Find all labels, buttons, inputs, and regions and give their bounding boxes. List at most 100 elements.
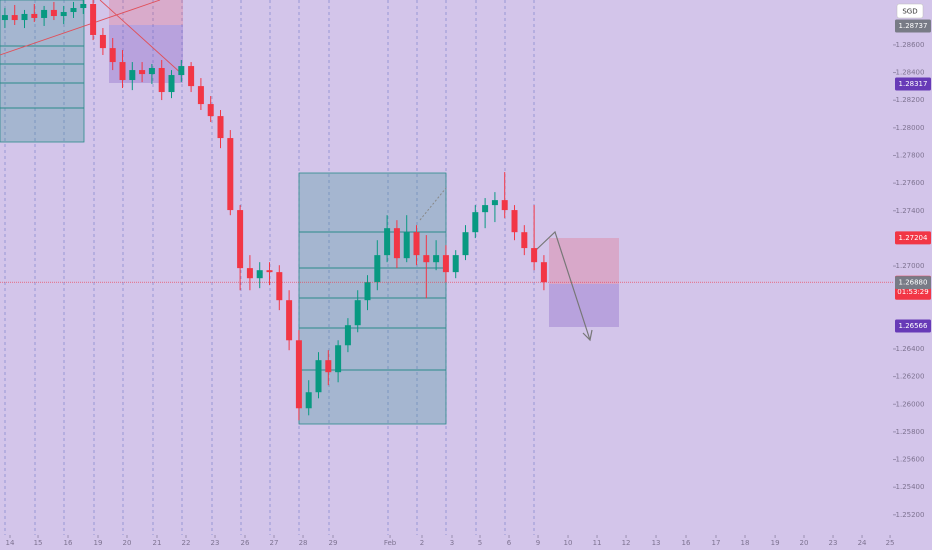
candle [207,96,214,123]
y-tick-label: 1.25200 [896,511,925,519]
candle [21,9,28,29]
candle [99,28,106,56]
candle [168,70,175,99]
candle [335,340,342,383]
candle-body [31,13,38,18]
candle-body [1,15,8,21]
candle-body [286,300,293,341]
candle [70,1,77,18]
candle [482,198,489,229]
x-tick-label: 9 [536,539,540,547]
candle [295,330,302,421]
x-tick-label: 11 [593,539,602,547]
x-tick-label: 27 [270,539,279,547]
candle-body [276,272,283,301]
y-tick-label: 1.28200 [896,96,925,104]
candle [521,225,528,256]
candle [139,62,146,83]
price-tag-label: 1.26880 [899,279,928,287]
x-tick-label: 17 [712,539,721,547]
candle [442,245,449,283]
candle-body [393,228,400,259]
candle [393,220,400,269]
candle [1,8,8,29]
candle [178,59,185,83]
price-tag [895,231,931,245]
price-axis [893,0,932,550]
candle [354,290,361,333]
y-tick-label: 1.28000 [896,124,925,132]
candle-body [227,138,234,211]
candle-body [403,232,410,259]
candle [491,192,498,223]
candle [540,255,547,291]
candle [50,1,57,21]
x-tick-label: 13 [652,539,661,547]
y-tick-label: 1.28400 [896,69,925,77]
candle-body [207,104,214,117]
candle-body [188,66,195,87]
candle-body [521,232,528,249]
candle-body [60,12,67,17]
candle-body [266,270,273,273]
candle-body [256,270,263,279]
candle-body [197,86,204,105]
candle [227,130,234,216]
candle [305,380,312,416]
x-tick-label: 29 [329,539,338,547]
y-tick-label: 1.25400 [896,483,925,491]
candle-body [325,360,332,373]
x-tick-label: 16 [64,539,73,547]
candle [384,215,391,263]
candle-body [168,75,175,93]
candle-body [50,9,57,17]
candle-body [423,255,430,263]
candle-body [462,232,469,256]
candle-body [384,228,391,256]
candle [462,225,469,261]
candle [60,5,67,25]
candle-body [511,210,518,233]
drawings [0,0,619,425]
price-tag-countdown: 01:53:29 [897,288,928,296]
candle [266,262,273,286]
candle-body [354,300,361,326]
x-tick-label: 28 [299,539,308,547]
candle [11,4,18,26]
candle [364,275,371,311]
candle [109,38,116,71]
candle [197,78,204,111]
candle-body [315,360,322,393]
x-tick-label: 19 [94,539,103,547]
candle-body [129,70,136,81]
price-tag-label: 1.28737 [899,22,928,30]
x-tick-label: 20 [800,539,809,547]
x-tick-label: Feb [384,539,397,547]
candle-body [482,205,489,213]
candle [315,352,322,399]
x-tick-label: 15 [34,539,43,547]
candle-body [364,282,371,301]
candle-body [491,200,498,206]
candle-body [246,268,253,279]
candle-body [374,255,381,283]
candle [344,318,351,353]
candle-body [80,4,87,9]
currency: SGD [902,8,917,16]
x-tick-label: 16 [682,539,691,547]
candle-body [119,62,126,81]
x-tick-label: 14 [6,539,15,547]
x-tick-label: 24 [858,539,867,547]
x-tick-label: 25 [886,539,895,547]
candle-body [540,262,547,283]
y-tick-label: 1.25600 [896,456,925,464]
price-tag [895,276,931,290]
y-tick-label: 1.28600 [896,41,925,49]
x-tick-label: 6 [507,539,512,547]
candle-body [452,255,459,273]
candle-body [139,70,146,75]
y-tick-label: 1.27800 [896,151,925,159]
candle-body [472,212,479,233]
x-tick-label: 21 [153,539,162,547]
candle [325,350,332,386]
